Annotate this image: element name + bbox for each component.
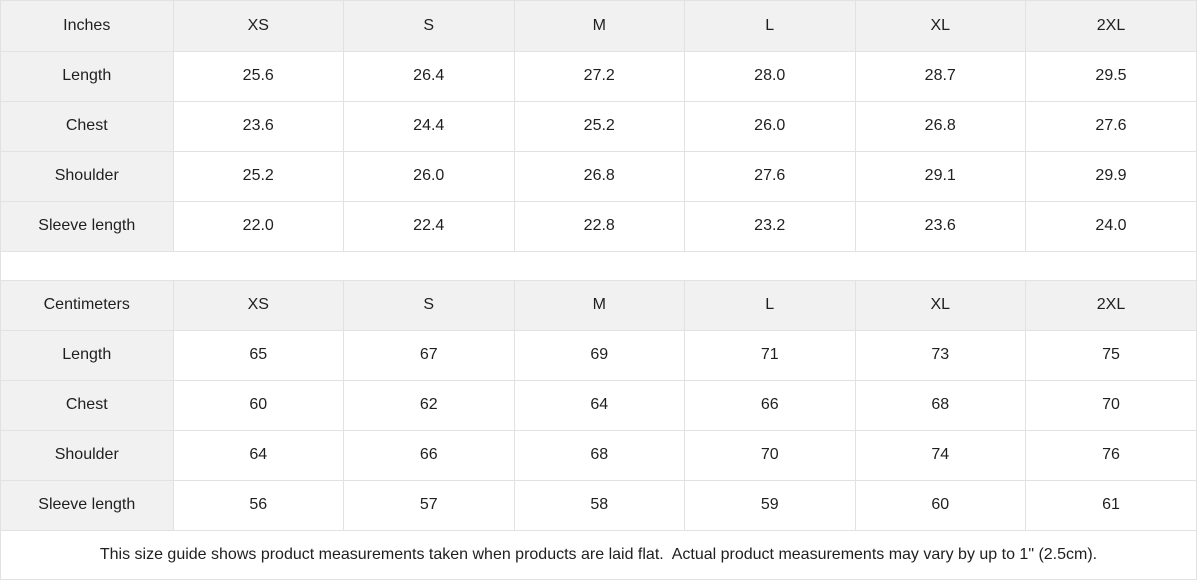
- size-value: 61: [1025, 479, 1196, 531]
- col-header-2xl: 2XL: [1025, 279, 1196, 331]
- col-header-m: M: [513, 1, 685, 52]
- row-label: Sleeve length: [1, 200, 174, 252]
- col-header-l: L: [684, 1, 856, 52]
- size-value: 62: [343, 379, 515, 431]
- size-value: 29.1: [854, 150, 1026, 202]
- size-value: 25.2: [172, 150, 344, 202]
- section-divider: [1, 251, 1196, 280]
- centimeters-header-row: Centimeters XS S M L XL 2XL: [1, 279, 1196, 331]
- size-value: 75: [1025, 329, 1196, 381]
- size-value: 68: [513, 429, 685, 481]
- size-value: 26.0: [684, 100, 856, 152]
- table-row-length: Length 25.6 26.4 27.2 28.0 28.7 29.5: [1, 50, 1196, 102]
- size-value: 26.4: [343, 50, 515, 102]
- size-value: 23.6: [172, 100, 344, 152]
- size-value: 27.2: [513, 50, 685, 102]
- col-header-l: L: [684, 279, 856, 331]
- size-value: 28.7: [854, 50, 1026, 102]
- size-value: 66: [684, 379, 856, 431]
- inches-header-row: Inches XS S M L XL 2XL: [1, 1, 1196, 52]
- size-value: 73: [854, 329, 1026, 381]
- size-value: 26.0: [343, 150, 515, 202]
- size-value: 25.2: [513, 100, 685, 152]
- inches-size-table: Inches XS S M L XL 2XL Length 25.6 26.4 …: [1, 1, 1196, 252]
- size-value: 22.8: [513, 200, 685, 252]
- size-value: 60: [172, 379, 344, 431]
- unit-header-inches: Inches: [1, 1, 174, 52]
- size-value: 70: [1025, 379, 1196, 431]
- size-value: 26.8: [513, 150, 685, 202]
- size-value: 28.0: [684, 50, 856, 102]
- size-value: 27.6: [1025, 100, 1196, 152]
- size-value: 22.0: [172, 200, 344, 252]
- size-value: 74: [854, 429, 1026, 481]
- size-value: 70: [684, 429, 856, 481]
- size-value: 56: [172, 479, 344, 531]
- size-value: 71: [684, 329, 856, 381]
- row-label: Shoulder: [1, 150, 174, 202]
- table-row-sleeve-length: Sleeve length 22.0 22.4 22.8 23.2 23.6 2…: [1, 200, 1196, 252]
- size-value: 66: [343, 429, 515, 481]
- size-value: 29.9: [1025, 150, 1196, 202]
- size-guide-note: This size guide shows product measuremen…: [1, 530, 1196, 579]
- size-value: 29.5: [1025, 50, 1196, 102]
- row-label: Length: [1, 50, 174, 102]
- size-value: 24.0: [1025, 200, 1196, 252]
- col-header-xs: XS: [172, 279, 344, 331]
- size-value: 69: [513, 329, 685, 381]
- size-value: 68: [854, 379, 1026, 431]
- table-row-shoulder: Shoulder 64 66 68 70 74 76: [1, 429, 1196, 481]
- col-header-xl: XL: [854, 279, 1026, 331]
- table-row-sleeve-length: Sleeve length 56 57 58 59 60 61: [1, 479, 1196, 531]
- size-value: 24.4: [343, 100, 515, 152]
- table-row-length: Length 65 67 69 71 73 75: [1, 329, 1196, 381]
- size-value: 27.6: [684, 150, 856, 202]
- col-header-xl: XL: [854, 1, 1026, 52]
- centimeters-size-table: Centimeters XS S M L XL 2XL Length 65 67…: [1, 279, 1196, 531]
- row-label: Chest: [1, 100, 174, 152]
- table-row-chest: Chest 23.6 24.4 25.2 26.0 26.8 27.6: [1, 100, 1196, 152]
- col-header-2xl: 2XL: [1025, 1, 1196, 52]
- col-header-s: S: [343, 1, 515, 52]
- row-label: Chest: [1, 379, 174, 431]
- size-value: 26.8: [854, 100, 1026, 152]
- size-value: 22.4: [343, 200, 515, 252]
- unit-header-centimeters: Centimeters: [1, 279, 174, 331]
- col-header-s: S: [343, 279, 515, 331]
- row-label: Length: [1, 329, 174, 381]
- size-value: 57: [343, 479, 515, 531]
- size-value: 23.6: [854, 200, 1026, 252]
- row-label: Shoulder: [1, 429, 174, 481]
- size-value: 67: [343, 329, 515, 381]
- size-value: 25.6: [172, 50, 344, 102]
- size-value: 59: [684, 479, 856, 531]
- size-value: 64: [172, 429, 344, 481]
- col-header-xs: XS: [172, 1, 344, 52]
- table-row-shoulder: Shoulder 25.2 26.0 26.8 27.6 29.1 29.9: [1, 150, 1196, 202]
- size-value: 64: [513, 379, 685, 431]
- size-value: 60: [854, 479, 1026, 531]
- size-value: 65: [172, 329, 344, 381]
- col-header-m: M: [513, 279, 685, 331]
- size-value: 58: [513, 479, 685, 531]
- size-value: 23.2: [684, 200, 856, 252]
- size-value: 76: [1025, 429, 1196, 481]
- row-label: Sleeve length: [1, 479, 174, 531]
- table-row-chest: Chest 60 62 64 66 68 70: [1, 379, 1196, 431]
